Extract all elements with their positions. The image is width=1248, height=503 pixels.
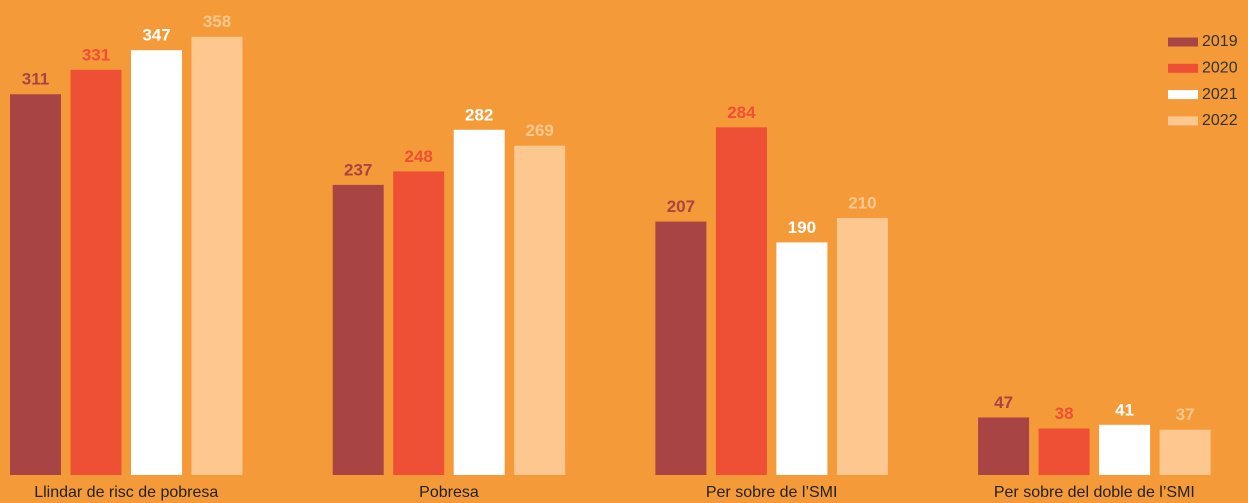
legend-label: 2019 [1202, 33, 1238, 50]
x-tick-label: Llindar de risc de pobresa [34, 484, 218, 501]
value-label: 47 [994, 393, 1013, 412]
value-label: 38 [1055, 404, 1074, 423]
legend-label: 2020 [1202, 60, 1238, 77]
bar [1038, 428, 1090, 475]
value-label: 41 [1115, 400, 1134, 419]
value-label: 284 [727, 103, 756, 122]
legend-label: 2022 [1202, 112, 1238, 129]
bar [10, 94, 61, 475]
value-label: 269 [526, 121, 554, 140]
value-label: 207 [667, 197, 695, 216]
value-label: 190 [788, 218, 816, 237]
value-label: 347 [142, 26, 170, 45]
bar [70, 69, 122, 475]
legend-swatch [1168, 37, 1198, 47]
legend-swatch [1168, 116, 1198, 126]
x-tick-label: Per sobre de l’SMI [706, 484, 838, 501]
value-label: 358 [203, 12, 231, 31]
bar [715, 127, 767, 476]
legend-swatch [1168, 63, 1198, 73]
bar [836, 217, 888, 476]
value-label: 331 [82, 45, 110, 64]
bar [191, 36, 243, 475]
bar [332, 184, 384, 475]
bar [776, 242, 828, 475]
bar [655, 221, 707, 475]
legend-label: 2021 [1202, 86, 1238, 103]
bar [514, 145, 566, 475]
value-label: 210 [848, 193, 876, 212]
value-label: 37 [1176, 405, 1195, 424]
x-tick-label: Pobresa [419, 484, 479, 501]
value-label: 248 [405, 147, 433, 166]
legend-swatch [1168, 90, 1198, 100]
bar [1159, 429, 1211, 475]
bar [393, 171, 445, 475]
bar [978, 417, 1030, 475]
x-tick-label: Per sobre del doble de l’SMI [994, 484, 1195, 501]
value-label: 311 [22, 70, 49, 89]
bar [453, 129, 505, 475]
value-label: 237 [344, 160, 372, 179]
value-label: 282 [465, 105, 493, 124]
bar [131, 50, 182, 475]
bar [1099, 424, 1151, 475]
